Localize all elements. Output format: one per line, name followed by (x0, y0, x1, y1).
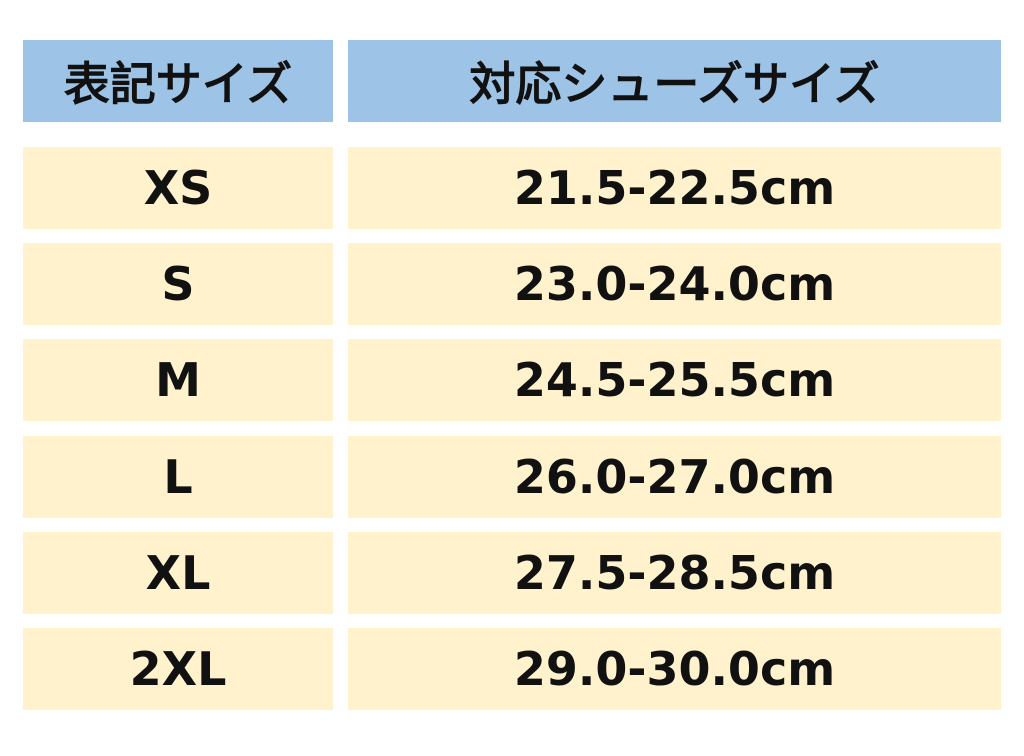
label-size-cell: 2XL (23, 628, 333, 710)
label-size-cell: XL (23, 532, 333, 614)
shoe-size-cell: 24.5-25.5cm (348, 339, 1001, 421)
label-size-cell: XS (23, 147, 333, 229)
shoe-size-cell: 26.0-27.0cm (348, 436, 1001, 518)
shoe-size-cell: 23.0-24.0cm (348, 243, 1001, 325)
label-size-cell: S (23, 243, 333, 325)
shoe-size-cell: 29.0-30.0cm (348, 628, 1001, 710)
shoe-size-cell: 27.5-28.5cm (348, 532, 1001, 614)
label-size-cell: L (23, 436, 333, 518)
shoe-size-cell: 21.5-22.5cm (348, 147, 1001, 229)
label-size-cell: M (23, 339, 333, 421)
header-shoe-size: 対応シューズサイズ (348, 40, 1001, 122)
header-label-size: 表記サイズ (23, 40, 333, 122)
